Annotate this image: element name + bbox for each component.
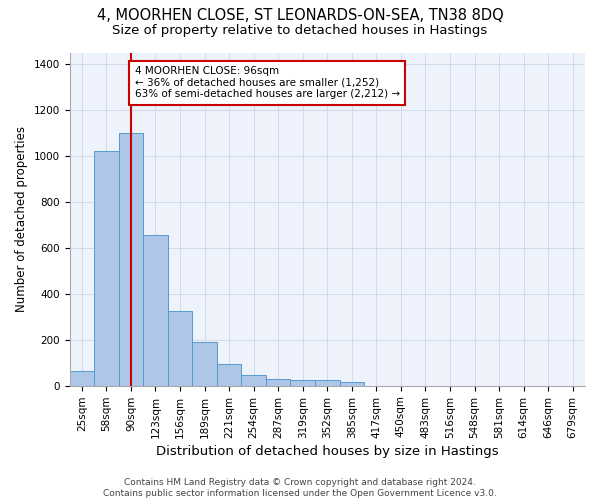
Bar — [266, 379, 290, 386]
Bar — [70, 371, 94, 386]
Bar — [290, 380, 315, 386]
Text: Size of property relative to detached houses in Hastings: Size of property relative to detached ho… — [112, 24, 488, 37]
Y-axis label: Number of detached properties: Number of detached properties — [15, 126, 28, 312]
Bar — [168, 311, 192, 386]
Bar — [315, 380, 340, 386]
Bar — [119, 133, 143, 386]
X-axis label: Distribution of detached houses by size in Hastings: Distribution of detached houses by size … — [156, 444, 499, 458]
Bar — [143, 235, 168, 386]
Bar — [192, 342, 217, 386]
Bar — [217, 364, 241, 386]
Bar — [241, 374, 266, 386]
Text: Contains HM Land Registry data © Crown copyright and database right 2024.
Contai: Contains HM Land Registry data © Crown c… — [103, 478, 497, 498]
Bar — [340, 382, 364, 386]
Bar — [94, 152, 119, 386]
Text: 4 MOORHEN CLOSE: 96sqm
← 36% of detached houses are smaller (1,252)
63% of semi-: 4 MOORHEN CLOSE: 96sqm ← 36% of detached… — [134, 66, 400, 100]
Text: 4, MOORHEN CLOSE, ST LEONARDS-ON-SEA, TN38 8DQ: 4, MOORHEN CLOSE, ST LEONARDS-ON-SEA, TN… — [97, 8, 503, 22]
